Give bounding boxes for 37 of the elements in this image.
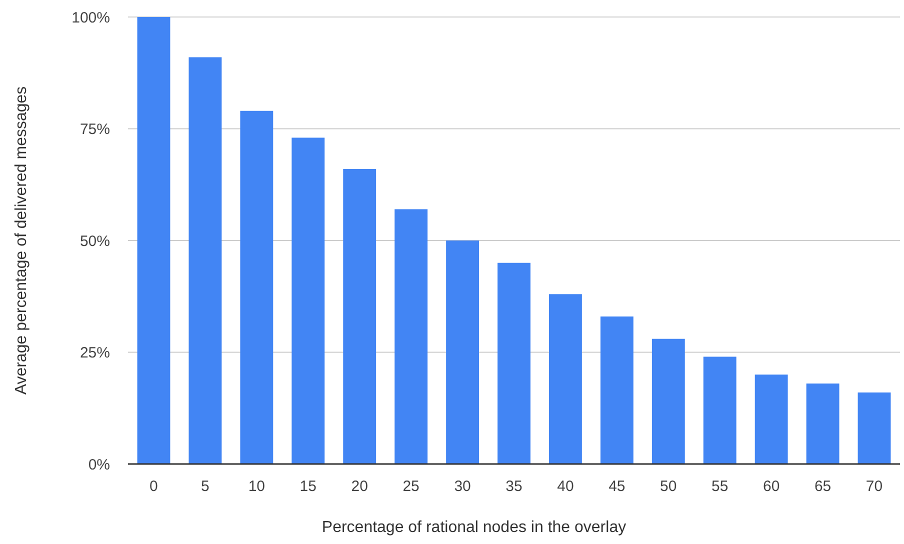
bar <box>292 138 325 464</box>
x-tick-label: 25 <box>402 478 420 495</box>
bar <box>652 338 685 464</box>
x-tick-label: 55 <box>712 478 728 495</box>
x-tick-label: 30 <box>454 478 471 495</box>
bar <box>137 17 170 464</box>
x-tick-label: 0 <box>150 478 158 495</box>
x-tick-label: 40 <box>557 478 574 495</box>
y-axis-title: Average percentage of delivered messages <box>13 86 30 395</box>
bar <box>548 294 582 464</box>
x-tick-label: 65 <box>814 478 832 495</box>
bar <box>754 374 788 464</box>
x-tick-label: 35 <box>506 478 522 495</box>
x-tick-label: 45 <box>608 478 626 495</box>
y-tick-label: 50% <box>80 232 110 250</box>
x-axis-title: Percentage of rational nodes in the overlay <box>322 519 626 536</box>
bar <box>240 110 274 464</box>
x-tick-label: 5 <box>201 478 210 495</box>
x-tick-label: 60 <box>762 478 780 495</box>
bar <box>703 356 736 464</box>
bar <box>858 392 891 464</box>
bar <box>188 57 222 464</box>
y-tick-label: 0% <box>88 456 110 474</box>
bar <box>806 384 840 464</box>
y-tick-label: 100% <box>72 9 110 26</box>
bar <box>600 316 634 464</box>
y-tick-label: 25% <box>80 344 110 362</box>
x-tick-label: 50 <box>660 478 677 495</box>
y-tick-label: 75% <box>80 121 110 138</box>
bar <box>343 168 376 464</box>
bar <box>394 209 428 464</box>
x-tick-label: 10 <box>248 478 266 495</box>
x-tick-label: 15 <box>300 478 316 495</box>
x-tick-label: 70 <box>866 478 883 495</box>
bar <box>498 262 530 464</box>
bar <box>446 240 480 464</box>
x-tick-label: 20 <box>351 478 368 495</box>
